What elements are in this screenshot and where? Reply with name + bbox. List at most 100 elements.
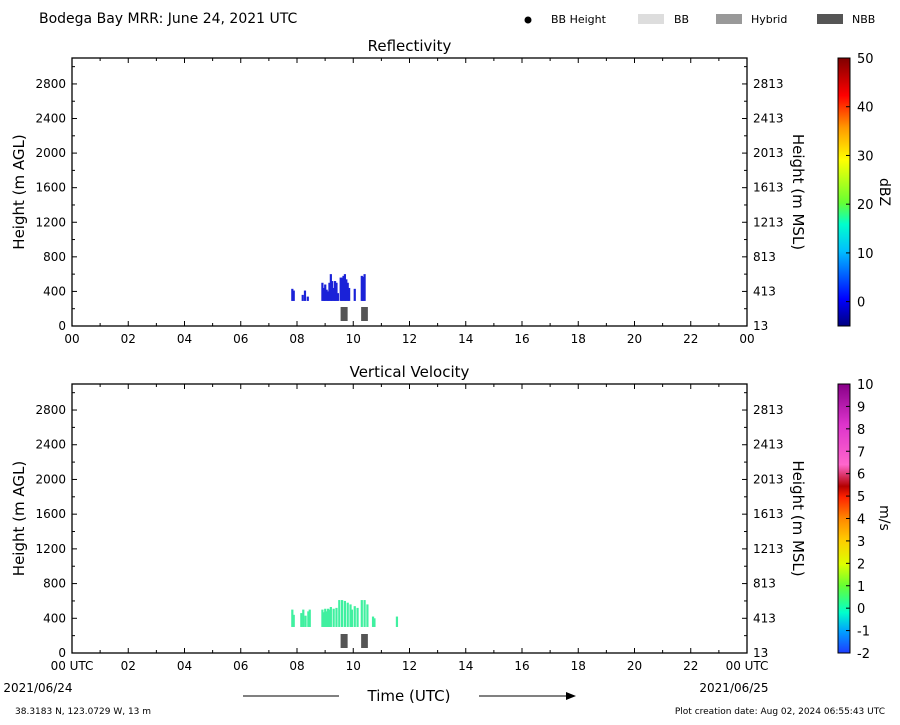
x-tick-label: 00 UTC (51, 659, 94, 673)
data-column (335, 607, 338, 627)
y-tick-label-left: 1200 (35, 215, 66, 229)
data-column (322, 612, 325, 627)
x-tick-label: 08 (289, 659, 304, 673)
nbb-segment (340, 307, 348, 321)
figure-title: Bodega Bay MRR: June 24, 2021 UTC (39, 11, 297, 27)
x-tick-label: 16 (514, 659, 529, 673)
reflectivity-colorbar-bar (837, 57, 851, 327)
start-date-label: 2021/06/24 (3, 681, 72, 695)
colorbar-tick-label: 20 (857, 198, 874, 213)
colorbar-tick-label: 7 (857, 445, 865, 460)
data-column (328, 609, 331, 627)
colorbar-tick-label: 0 (857, 296, 865, 311)
data-column (292, 614, 295, 627)
data-column (341, 277, 344, 301)
x-tick-label: 08 (289, 332, 304, 346)
data-column (331, 281, 334, 301)
plot-frame (71, 383, 748, 654)
data-column (291, 288, 294, 301)
data-column (349, 604, 352, 627)
data-column (353, 606, 356, 627)
data-column (360, 275, 363, 301)
y-tick-label-left: 1600 (35, 181, 66, 195)
data-column (362, 276, 365, 301)
data-column (292, 290, 295, 301)
x-tick-label: 12 (402, 332, 417, 346)
colorbar-tick-label: 10 (857, 378, 874, 393)
bb-height-legend-label: BB Height (551, 13, 607, 26)
data-column (321, 282, 324, 301)
data-column (363, 600, 366, 627)
panel-title: Vertical Velocity (350, 363, 470, 381)
y-axis-label-left: Height (m AGL) (10, 461, 28, 576)
data-column (307, 611, 310, 627)
y-tick-label-left: 400 (43, 611, 66, 625)
colorbar-tick-label: 6 (857, 468, 865, 483)
bb-legend-swatch (638, 14, 664, 24)
reflectivity-colorbar: 0 10 20 30 40 50 dBZ (837, 52, 892, 327)
y-tick-label-right: 813 (753, 577, 776, 591)
x-tick-label: 14 (458, 659, 473, 673)
data-column (332, 608, 335, 627)
y-tick-label-right: 1613 (753, 181, 784, 195)
x-axis-label: Time (UTC) (367, 687, 451, 705)
y-tick-label-right: 413 (753, 611, 776, 625)
data-column (395, 616, 399, 627)
y-axis-label-left: Height (m AGL) (10, 134, 28, 249)
x-tick-label: 14 (458, 332, 473, 346)
data-column (371, 616, 375, 627)
x-tick-label: 02 (121, 659, 136, 673)
data-column (353, 288, 356, 301)
reflectivity-colorbar-label: dBZ (876, 178, 892, 206)
colorbar-tick-label: 9 (857, 400, 865, 415)
data-column (348, 287, 351, 301)
bb-legend: BB Height BB Hybrid NBB (524, 13, 875, 26)
data-column (306, 296, 309, 301)
y-tick-label-right: 1213 (753, 542, 784, 556)
hybrid-legend-swatch (716, 14, 742, 24)
data-column (341, 600, 344, 627)
colorbar-tick-label: 1 (857, 580, 865, 595)
data-column (324, 284, 327, 301)
y-tick-label-left: 1600 (35, 507, 66, 521)
data-column (326, 608, 330, 627)
data-column (329, 607, 332, 627)
nbb-segment (361, 307, 368, 321)
y-tick-label-right: 2013 (753, 472, 784, 486)
x-tick-label: 20 (627, 659, 642, 673)
data-column (291, 609, 294, 627)
data-column (333, 281, 337, 301)
station-location: 38.3183 N, 123.0729 W, 13 m (15, 707, 151, 717)
data-column (324, 608, 327, 627)
data-column (336, 293, 339, 301)
data-column (303, 290, 307, 301)
data-column (329, 274, 332, 301)
velocity-colorbar: -2 -1 0 1 2 3 4 5 6 7 8 9 10 m/s (837, 378, 892, 662)
nbb-legend-label: NBB (852, 13, 875, 26)
vertical-velocity-panel: Vertical Velocity 0 13 400 413 800 813 1200 1213… (10, 363, 807, 673)
x-tick-label: 12 (402, 659, 417, 673)
x-tick-label: 00 (64, 332, 79, 346)
x-tick-label: 18 (571, 332, 586, 346)
x-tick-label: 22 (683, 659, 698, 673)
data-columns (291, 600, 399, 627)
x-tick-label: 18 (571, 659, 586, 673)
colorbar-tick-label: 50 (857, 52, 874, 67)
colorbar-tick-label: 10 (857, 247, 874, 262)
hybrid-legend-label: Hybrid (751, 13, 787, 26)
x-tick-label: 10 (346, 332, 361, 346)
colorbar-tick-label: -1 (857, 625, 870, 640)
x-tick-label: 20 (627, 332, 642, 346)
data-column (356, 607, 359, 627)
colorbar-tick-label: 3 (857, 535, 865, 550)
data-column (325, 611, 328, 627)
data-column (339, 277, 342, 301)
time-arrow-head (566, 692, 576, 700)
data-column (345, 279, 348, 301)
colorbar-tick-label: 0 (857, 602, 865, 617)
data-column (322, 287, 325, 301)
x-tick-label: 04 (177, 659, 192, 673)
colorbar-tick-label: 8 (857, 423, 865, 438)
